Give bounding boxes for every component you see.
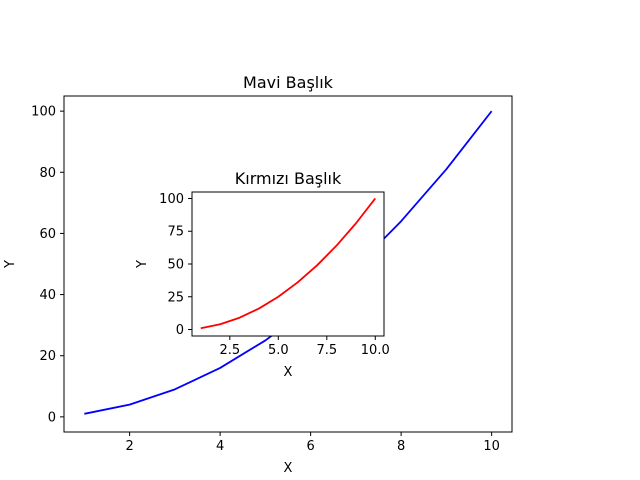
inset-y-tick-label: 100 <box>159 192 184 207</box>
main-y-tick-label: 20 <box>39 349 56 364</box>
main-x-tick-label: 8 <box>397 439 405 454</box>
inset-plot-area <box>191 191 385 337</box>
inset-x-tick-label: 5.0 <box>268 343 289 358</box>
main-y-tick-label: 40 <box>39 288 56 303</box>
main-y-tick-label: 100 <box>31 105 56 120</box>
main-y-tick-label: 0 <box>48 410 56 425</box>
main-x-axis-label: X <box>284 461 293 476</box>
main-x-tick-label: 2 <box>125 439 133 454</box>
inset-y-tick-label: 75 <box>167 225 184 240</box>
main-y-tick-label: 80 <box>39 166 56 181</box>
inset-x-tick-label: 10.0 <box>361 343 390 358</box>
inset-x-tick-label: 7.5 <box>316 343 337 358</box>
main-x-tick-label: 6 <box>306 439 314 454</box>
main-chart-title: Mavi Başlık <box>243 73 334 92</box>
main-y-axis-label: Y <box>3 260 18 269</box>
inset-y-axis-label: Y <box>135 260 150 269</box>
inset-y-tick-label: 25 <box>167 290 184 305</box>
main-x-tick-label: 4 <box>216 439 224 454</box>
inset-chart: 2.5 5.0 7.5 10.0 0 25 50 75 100 X Y Kırmızı Başlık <box>135 169 390 380</box>
main-x-tick-label: 10 <box>483 439 500 454</box>
inset-x-tick-label: 2.5 <box>219 343 240 358</box>
inset-chart-title: Kırmızı Başlık <box>235 169 342 188</box>
main-y-tick-label: 60 <box>39 227 56 242</box>
inset-series-line-0 <box>200 197 376 330</box>
inset-y-tick-label: 0 <box>176 323 184 338</box>
inset-x-axis-label: X <box>284 365 293 380</box>
inset-y-tick-label: 50 <box>167 258 184 273</box>
